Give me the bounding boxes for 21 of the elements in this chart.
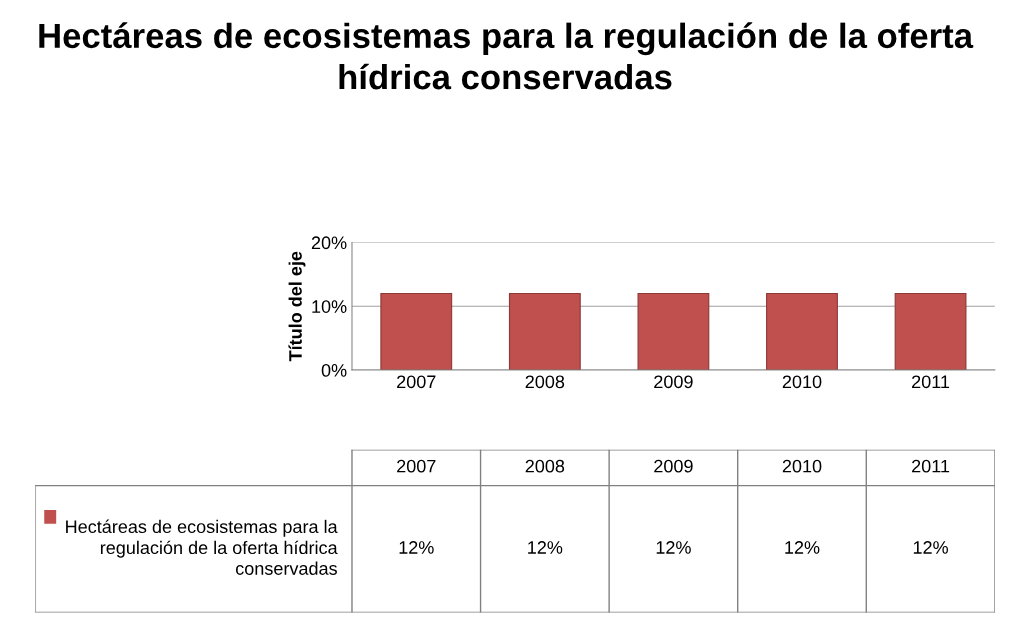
data-label: 12% <box>528 541 563 554</box>
x-tick-label: 2010 <box>782 375 822 389</box>
x-tick-label: 2007 <box>397 375 436 389</box>
data-label: 12% <box>785 541 820 554</box>
category-label: 2010 <box>782 459 822 473</box>
legend-label: Hectáreas de ecosistemas para la regulación de la oferta hídrica conservadas <box>66 519 338 575</box>
category-label: 2011 <box>912 459 950 473</box>
category-label: 2007 <box>397 459 436 473</box>
category-label: 2009 <box>654 459 693 473</box>
category-label: 2008 <box>525 459 565 473</box>
data-label: 12% <box>913 541 948 554</box>
x-tick-label: 2009 <box>654 375 693 389</box>
x-tick-label: 2008 <box>525 375 565 389</box>
x-tick-label: 2011 <box>912 375 950 389</box>
y-axis-title: Título del eje <box>288 251 306 362</box>
chart-title: Hectáreas de ecosistemas para la regulación de la oferta hídrica conservadas <box>39 22 974 90</box>
data-label: 12% <box>399 541 434 554</box>
y-tick-label: 20% <box>311 236 347 250</box>
data-label: 12% <box>656 541 691 554</box>
y-tick-label: 0% <box>321 363 347 377</box>
y-tick-label: 10% <box>312 300 347 313</box>
